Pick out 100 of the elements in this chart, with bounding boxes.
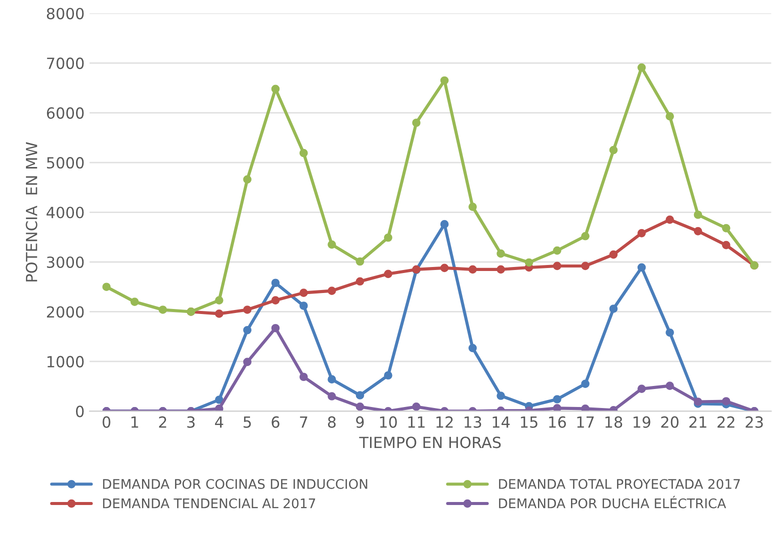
x-tick-label: 18 bbox=[605, 416, 622, 428]
y-tick-label: 4000 bbox=[46, 206, 84, 218]
point bbox=[524, 258, 534, 267]
x-tick-label: 13 bbox=[464, 416, 482, 428]
x-tick-label: 2 bbox=[159, 416, 166, 428]
point bbox=[581, 262, 590, 270]
legend-label: DEMANDA POR DUCHA ELÉCTRICA bbox=[499, 496, 726, 508]
x-tick-label: 3 bbox=[187, 416, 195, 428]
point bbox=[694, 226, 702, 236]
point bbox=[637, 228, 646, 238]
y-tick-label: 1000 bbox=[48, 356, 84, 368]
x-tick-label: 20 bbox=[661, 416, 679, 428]
point bbox=[243, 175, 252, 184]
point bbox=[722, 224, 730, 232]
x-tick-label: 16 bbox=[549, 416, 566, 428]
point bbox=[496, 265, 505, 274]
y-tick-label: 8000 bbox=[46, 8, 84, 20]
point bbox=[243, 358, 252, 366]
point bbox=[637, 63, 646, 72]
point bbox=[468, 202, 477, 211]
point bbox=[299, 302, 308, 310]
x-tick-label: 10 bbox=[380, 416, 397, 428]
point bbox=[328, 375, 336, 384]
point bbox=[552, 246, 562, 255]
point bbox=[581, 380, 590, 388]
legend-label: DEMANDA TOTAL PROYECTADA 2017 bbox=[499, 478, 740, 489]
point bbox=[666, 382, 674, 390]
y-axis-title: POTENCIA EN MW bbox=[26, 142, 38, 282]
point bbox=[271, 278, 280, 288]
x-axis-title: TIEMPO EN HORAS bbox=[359, 436, 501, 448]
point bbox=[271, 84, 280, 94]
point bbox=[271, 324, 280, 332]
x-tick-label: 23 bbox=[746, 416, 763, 428]
point bbox=[412, 118, 420, 127]
point bbox=[299, 372, 308, 382]
x-tick-label: 14 bbox=[492, 416, 510, 428]
point bbox=[609, 304, 618, 313]
point bbox=[384, 371, 392, 380]
x-tick-label: 19 bbox=[634, 416, 650, 428]
x-tick-label: 17 bbox=[577, 416, 594, 428]
point bbox=[581, 404, 590, 412]
point bbox=[694, 210, 702, 219]
point bbox=[552, 395, 562, 404]
point bbox=[468, 344, 477, 352]
point bbox=[356, 391, 364, 400]
x-tick-label: 11 bbox=[408, 416, 425, 428]
point bbox=[158, 306, 167, 314]
point bbox=[328, 392, 336, 400]
x-tick-label: 15 bbox=[520, 416, 538, 428]
point bbox=[356, 402, 364, 411]
x-tick-label: 21 bbox=[689, 416, 706, 428]
point bbox=[637, 263, 646, 272]
x-tick-label: 0 bbox=[102, 416, 110, 428]
point bbox=[722, 240, 730, 250]
legend-label: DEMANDA TENDENCIAL AL 2017 bbox=[103, 498, 316, 508]
point bbox=[412, 402, 420, 411]
point bbox=[384, 233, 392, 242]
y-tick-label: 5000 bbox=[47, 157, 84, 169]
y-tick-label: 6000 bbox=[46, 107, 84, 119]
point bbox=[214, 404, 224, 412]
x-tick-label: 5 bbox=[244, 416, 251, 428]
x-tick-label: 7 bbox=[300, 416, 308, 428]
point bbox=[609, 250, 618, 259]
point bbox=[328, 286, 336, 296]
x-tick-label: 6 bbox=[272, 416, 280, 428]
point bbox=[130, 298, 139, 306]
point bbox=[666, 112, 674, 120]
point bbox=[356, 277, 364, 286]
y-tick-label: 0 bbox=[76, 406, 84, 418]
legend-label: DEMANDA POR COCINAS DE INDUCCION bbox=[103, 478, 368, 489]
point bbox=[722, 397, 730, 406]
point bbox=[214, 296, 224, 304]
y-tick-label: 7000 bbox=[47, 58, 84, 70]
x-tick-label: 9 bbox=[356, 416, 364, 428]
point bbox=[384, 270, 392, 278]
point bbox=[214, 310, 224, 318]
x-tick-label: 4 bbox=[215, 416, 224, 428]
point bbox=[328, 240, 336, 249]
x-tick-label: 12 bbox=[436, 416, 453, 428]
x-tick-label: 22 bbox=[718, 416, 734, 428]
point bbox=[496, 392, 505, 400]
y-tick-label: 3000 bbox=[47, 256, 84, 268]
x-tick-label: 8 bbox=[328, 416, 336, 428]
point bbox=[440, 220, 449, 228]
point bbox=[299, 148, 308, 158]
point bbox=[609, 146, 618, 154]
point bbox=[552, 404, 562, 412]
point bbox=[214, 396, 224, 404]
point bbox=[496, 249, 505, 258]
y-tick-label: 2000 bbox=[46, 306, 84, 318]
point bbox=[243, 326, 252, 334]
point bbox=[552, 262, 562, 270]
point bbox=[102, 282, 111, 292]
point bbox=[243, 306, 252, 314]
point bbox=[440, 76, 449, 85]
point bbox=[581, 232, 590, 240]
point bbox=[666, 216, 674, 224]
point bbox=[440, 264, 449, 272]
point bbox=[356, 257, 364, 266]
point bbox=[468, 265, 477, 274]
